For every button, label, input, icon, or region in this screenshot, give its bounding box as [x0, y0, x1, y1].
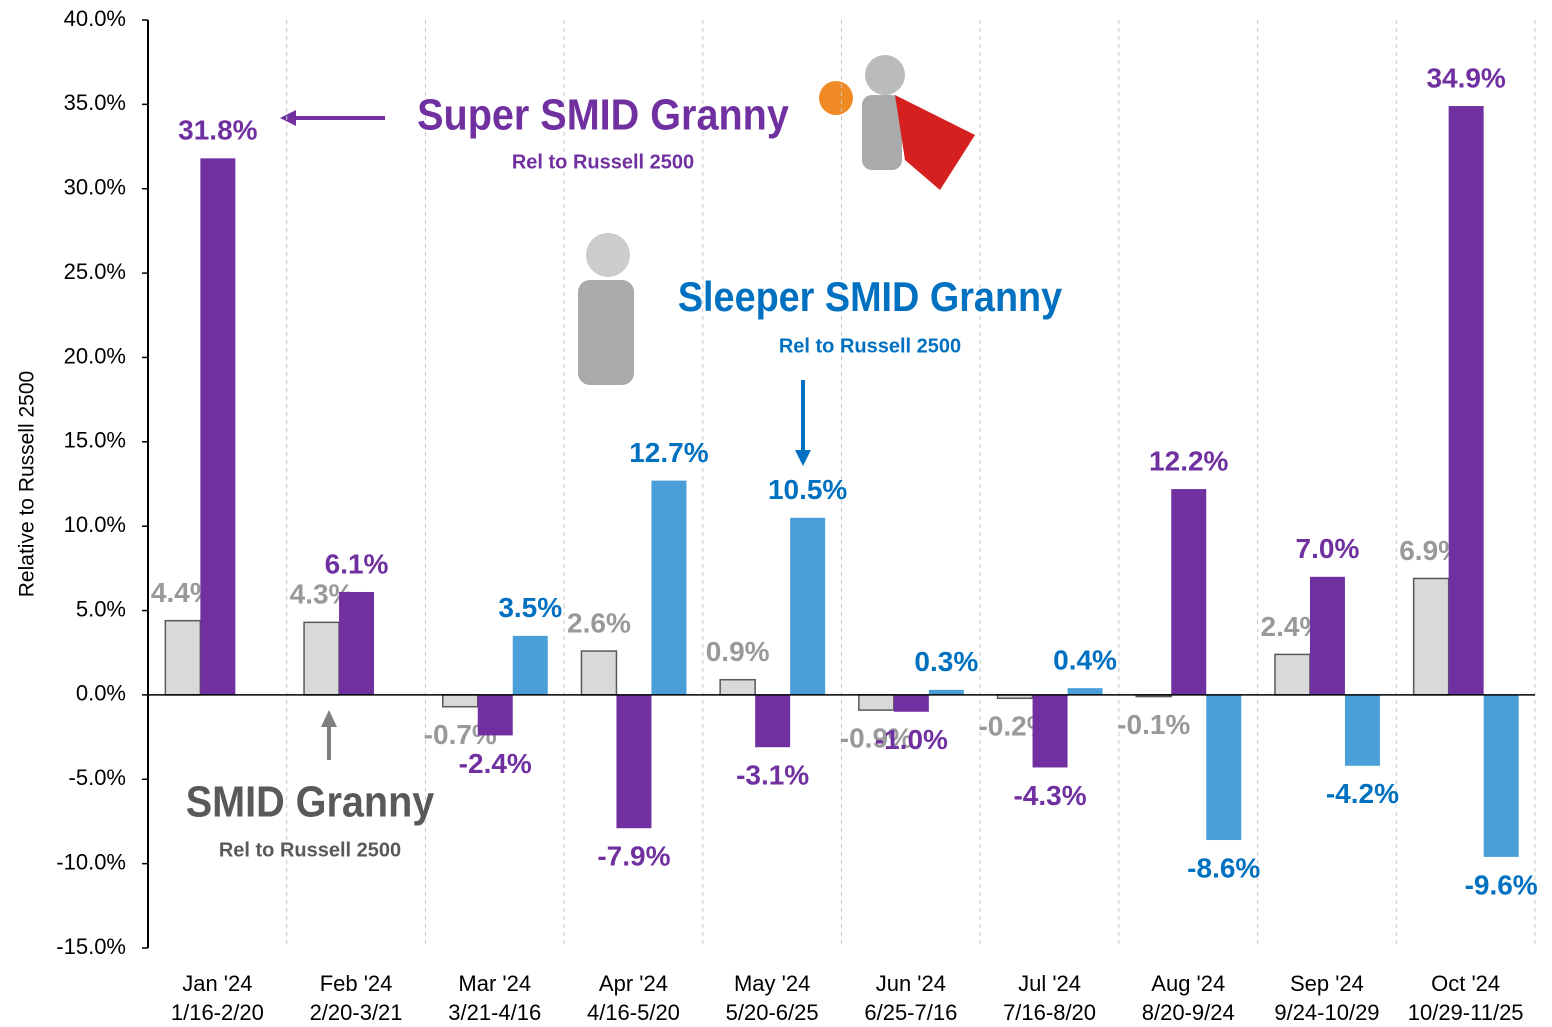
x-tick-sublabel: 1/16-2/20 — [171, 1000, 264, 1025]
x-tick-label: Apr '24 — [599, 971, 668, 996]
series-title: Sleeper SMID Granny — [678, 274, 1062, 320]
data-label: 7.0% — [1296, 533, 1360, 564]
data-label: 3.5% — [498, 592, 562, 623]
series-note: Rel to Russell 2500 — [779, 335, 961, 357]
y-tick-label: 40.0% — [64, 6, 126, 31]
data-label: -3.1% — [736, 760, 809, 791]
bar — [1206, 695, 1241, 840]
granny-icon — [586, 233, 630, 277]
bar — [720, 680, 755, 695]
data-label: 2.6% — [567, 607, 631, 638]
series-title: Super SMID Granny — [417, 90, 789, 139]
bar — [651, 481, 686, 695]
x-tick-label: Jun '24 — [876, 971, 946, 996]
bar — [859, 695, 894, 710]
x-tick-label: Sep '24 — [1290, 971, 1364, 996]
data-label: 12.2% — [1149, 445, 1228, 476]
y-tick-label: 0.0% — [76, 681, 126, 706]
data-label: -0.1% — [1117, 709, 1190, 740]
bar — [616, 695, 651, 828]
data-label: -1.0% — [875, 724, 948, 755]
y-tick-label: 30.0% — [64, 175, 126, 200]
x-tick-label: Oct '24 — [1431, 971, 1500, 996]
y-tick-label: 20.0% — [64, 343, 126, 368]
y-tick-label: 35.0% — [64, 90, 126, 115]
bar — [1449, 106, 1484, 695]
x-tick-label: Aug '24 — [1151, 971, 1225, 996]
x-tick-sublabel: 8/20-9/24 — [1142, 1000, 1235, 1025]
bar — [1484, 695, 1519, 857]
granny-icon — [862, 95, 902, 170]
data-label: 31.8% — [178, 115, 257, 146]
data-label: 10.5% — [768, 474, 847, 505]
cape-icon — [895, 95, 975, 190]
bar — [755, 695, 790, 747]
y-tick-label: 25.0% — [64, 259, 126, 284]
granny-icon — [865, 55, 905, 95]
arrow-head — [280, 110, 296, 126]
x-tick-sublabel: 9/24-10/29 — [1274, 1000, 1379, 1025]
arrow-head — [321, 710, 337, 727]
bar — [929, 690, 964, 695]
series-title: SMID Granny — [186, 777, 435, 826]
bar — [1310, 577, 1345, 695]
bar — [1345, 695, 1380, 766]
chart: -15.0% -10.0% -5.0% 0.0% 5.0% 10.0% 15.0% 20.0%… — [0, 0, 1552, 1027]
x-tick-label: Jul '24 — [1018, 971, 1081, 996]
data-label: 12.7% — [629, 437, 708, 468]
data-label: -4.3% — [1013, 780, 1086, 811]
data-label: -7.9% — [597, 841, 670, 872]
y-tick-label: 5.0% — [76, 596, 126, 621]
granny-icon — [578, 280, 634, 385]
data-label: -2.4% — [459, 748, 532, 779]
bar — [304, 622, 339, 695]
x-tick-label: Mar '24 — [458, 971, 531, 996]
bar — [478, 695, 513, 735]
y-tick-label: 15.0% — [64, 428, 126, 453]
basketball-icon — [819, 81, 853, 115]
bar — [790, 518, 825, 695]
x-tick-sublabel: 5/20-6/25 — [726, 1000, 819, 1025]
data-label: 34.9% — [1426, 62, 1505, 93]
bar — [513, 636, 548, 695]
x-tick-label: Jan '24 — [182, 971, 252, 996]
y-axis-label: Relative to Russell 2500 — [16, 371, 39, 597]
y-tick-label: -10.0% — [56, 849, 126, 874]
y-tick-label: -15.0% — [56, 934, 126, 959]
series-note: Rel to Russell 2500 — [512, 151, 694, 173]
data-label: 0.4% — [1053, 645, 1117, 676]
x-tick-sublabel: 10/29-11/25 — [1408, 1000, 1524, 1025]
x-tick-sublabel: 6/25-7/16 — [864, 1000, 957, 1025]
arrow-head — [795, 450, 811, 466]
data-label: 0.3% — [914, 646, 978, 677]
bar — [165, 621, 200, 695]
data-label: -9.6% — [1465, 869, 1538, 900]
y-tick-label: 10.0% — [64, 512, 126, 537]
x-tick-sublabel: 4/16-5/20 — [587, 1000, 680, 1025]
bar — [581, 651, 616, 695]
bar — [1171, 489, 1206, 695]
bar — [1033, 695, 1068, 768]
bar — [200, 158, 235, 695]
series-note: Rel to Russell 2500 — [219, 839, 401, 861]
x-tick-sublabel: 2/20-3/21 — [310, 1000, 403, 1025]
x-tick-sublabel: 3/21-4/16 — [448, 1000, 541, 1025]
bar — [1414, 578, 1449, 694]
data-label: -4.2% — [1326, 778, 1399, 809]
bar — [1068, 688, 1103, 695]
x-tick-label: May '24 — [734, 971, 810, 996]
bar — [339, 592, 374, 695]
data-label: 6.1% — [325, 548, 389, 579]
bar — [1275, 654, 1310, 694]
y-tick-label: -5.0% — [69, 765, 126, 790]
data-label: 0.9% — [706, 636, 770, 667]
data-label: -8.6% — [1187, 852, 1260, 883]
x-tick-label: Feb '24 — [320, 971, 393, 996]
bar — [894, 695, 929, 712]
x-tick-sublabel: 7/16-8/20 — [1003, 1000, 1096, 1025]
bar — [443, 695, 478, 707]
